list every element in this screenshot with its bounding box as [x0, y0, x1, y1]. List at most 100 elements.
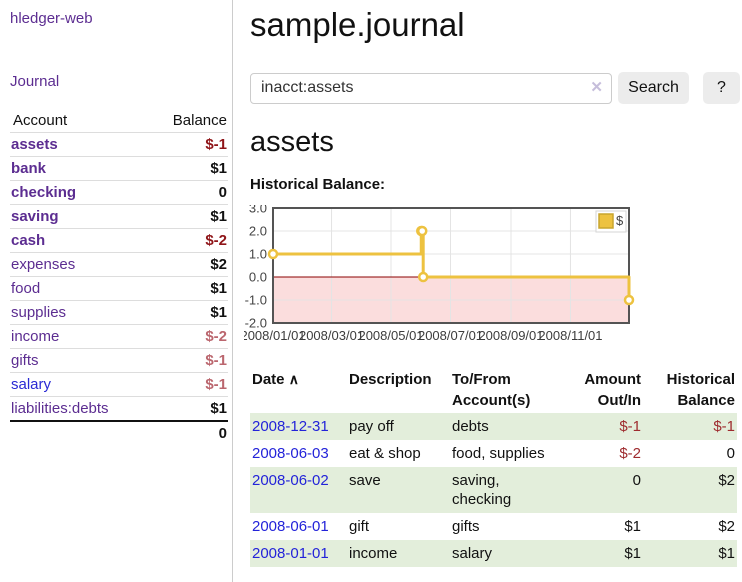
x-tick-label: 2008/09/01 [478, 328, 543, 343]
account-balance: $1 [210, 208, 227, 225]
plot-border [272, 207, 630, 324]
account-link-bank[interactable]: bank [11, 160, 47, 177]
transaction-row: 2008-06-01 gift gifts $1 $2 [250, 513, 737, 540]
register-header-row: Date ∧ Description To/From Account(s) Am… [250, 367, 737, 413]
historical-balance-chart: $3.0 2.0 1.0 0.0 -1.0 -2.0 2008/01/01 2008/03/0… [240, 201, 742, 351]
transaction-row: 2008-01-01 income salary $1 $1 [250, 540, 737, 567]
x-tick-label: 2008/01/01 [244, 328, 306, 343]
account-link-supplies[interactable]: supplies [11, 304, 67, 321]
accounts-total-value: 0 [218, 425, 227, 442]
app-brand-link[interactable]: hledger-web [10, 10, 93, 27]
transaction-amount: $1 [624, 545, 641, 562]
search-bar: ✕ Search ? [250, 72, 742, 104]
account-balance: $-2 [205, 232, 227, 249]
transaction-amount: $-1 [619, 418, 641, 435]
account-link-gifts[interactable]: gifts [11, 352, 39, 369]
account-balance: $1 [210, 160, 227, 177]
account-link-expenses[interactable]: expenses [11, 256, 76, 273]
register-table: Date ∧ Description To/From Account(s) Am… [250, 367, 737, 567]
account-balance: $1 [210, 280, 227, 297]
transaction-description: save [349, 472, 381, 489]
column-header-amount: Amount Out/In [584, 371, 641, 409]
transaction-balance: $2 [718, 518, 735, 535]
y-tick-label: 0.0 [249, 270, 267, 285]
transaction-amount: $-2 [619, 445, 641, 462]
chart-svg: $3.0 2.0 1.0 0.0 -1.0 -2.02008/01/012008/03/0… [240, 201, 635, 343]
search-input-wrap: ✕ [250, 72, 612, 104]
transaction-accounts: debts [452, 418, 489, 435]
sidebar: hledger-web Journal Account Balance asse… [0, 0, 233, 582]
account-row: cash $-2 [10, 228, 228, 253]
x-tick-label: 2008/03/01 [299, 328, 364, 343]
column-header-accounts: To/From Account(s) [452, 371, 531, 409]
account-row: liabilities:debts $1 [10, 396, 228, 422]
y-tick-label: -2.0 [245, 316, 267, 331]
account-balance: $1 [210, 400, 227, 417]
column-header-date[interactable]: Date ∧ [250, 367, 347, 413]
transaction-description: eat & shop [349, 445, 421, 462]
account-balance: 0 [218, 184, 227, 201]
account-link-checking[interactable]: checking [11, 184, 77, 201]
account-row: gifts $-1 [10, 348, 228, 373]
account-row: checking 0 [10, 180, 228, 205]
y-tick-label: 1.0 [249, 247, 267, 262]
date-label: Date [252, 371, 285, 388]
transaction-accounts: gifts [452, 518, 480, 535]
transaction-balance: $2 [718, 472, 735, 489]
account-balance: $-2 [205, 328, 227, 345]
accounts-total-row: 0 [10, 421, 228, 445]
transaction-date-link[interactable]: 2008-01-01 [252, 545, 329, 562]
transaction-date-link[interactable]: 2008-06-03 [252, 445, 329, 462]
account-link-cash[interactable]: cash [11, 232, 46, 249]
search-input[interactable] [250, 72, 612, 104]
journal-nav-link[interactable]: Journal [10, 73, 60, 90]
account-link-assets[interactable]: assets [11, 136, 58, 153]
legend-swatch [598, 213, 614, 229]
transaction-description: income [349, 545, 398, 562]
account-row: income $-2 [10, 324, 228, 349]
account-link-saving[interactable]: saving [11, 208, 59, 225]
transaction-date-link[interactable]: 2008-06-01 [252, 518, 329, 535]
account-link-liabilities-debts[interactable]: liabilities:debts [11, 400, 109, 417]
page-title: sample.journal [250, 6, 465, 43]
transaction-date-link[interactable]: 2008-12-31 [252, 418, 329, 435]
account-row: salary $-1 [10, 372, 228, 397]
transaction-balance: $1 [718, 545, 735, 562]
account-link-food[interactable]: food [11, 280, 41, 297]
transaction-accounts: salary [452, 545, 493, 562]
account-balance: $-1 [205, 376, 227, 393]
transaction-date-link[interactable]: 2008-06-02 [252, 472, 329, 489]
column-header-description: Description [349, 371, 432, 388]
help-button[interactable]: ? [703, 72, 740, 104]
account-balance: $-1 [205, 352, 227, 369]
accounts-header-balance: Balance [172, 112, 227, 129]
transaction-row: 2008-12-31 pay off debts $-1 $-1 [250, 413, 737, 440]
account-link-salary[interactable]: salary [11, 376, 52, 393]
legend-label: $ [616, 213, 624, 228]
y-tick-label: -1.0 [245, 293, 267, 308]
account-link-income[interactable]: income [11, 328, 60, 345]
account-balance: $-1 [205, 136, 227, 153]
x-tick-label: 2008/11/01 [538, 328, 602, 343]
data-point-marker [623, 294, 635, 306]
account-title: assets [250, 126, 334, 158]
accounts-table: Account Balance assets $-1 bank $1 checking 0… [10, 109, 228, 445]
data-point-marker [417, 271, 429, 283]
transaction-row: 2008-06-02 save saving, checking 0 $2 [250, 467, 737, 513]
account-row: expenses $2 [10, 252, 228, 277]
account-balance: $1 [210, 304, 227, 321]
transaction-balance: $-1 [713, 418, 735, 435]
search-button[interactable]: Search [618, 72, 689, 104]
column-header-balance: Historical Balance [666, 371, 735, 409]
account-row: saving $1 [10, 204, 228, 229]
clear-search-icon[interactable]: ✕ [590, 78, 603, 96]
account-balance: $2 [210, 256, 227, 273]
account-row: food $1 [10, 276, 228, 301]
account-row: supplies $1 [10, 300, 228, 325]
accounts-header-account: Account [13, 112, 68, 129]
chart-heading: Historical Balance: [250, 176, 386, 193]
transaction-row: 2008-06-03 eat & shop food, supplies $-2 0 [250, 440, 737, 467]
transaction-accounts: food, supplies [452, 445, 545, 462]
data-point-marker [267, 248, 279, 260]
y-tick-label: 2.0 [249, 224, 267, 239]
